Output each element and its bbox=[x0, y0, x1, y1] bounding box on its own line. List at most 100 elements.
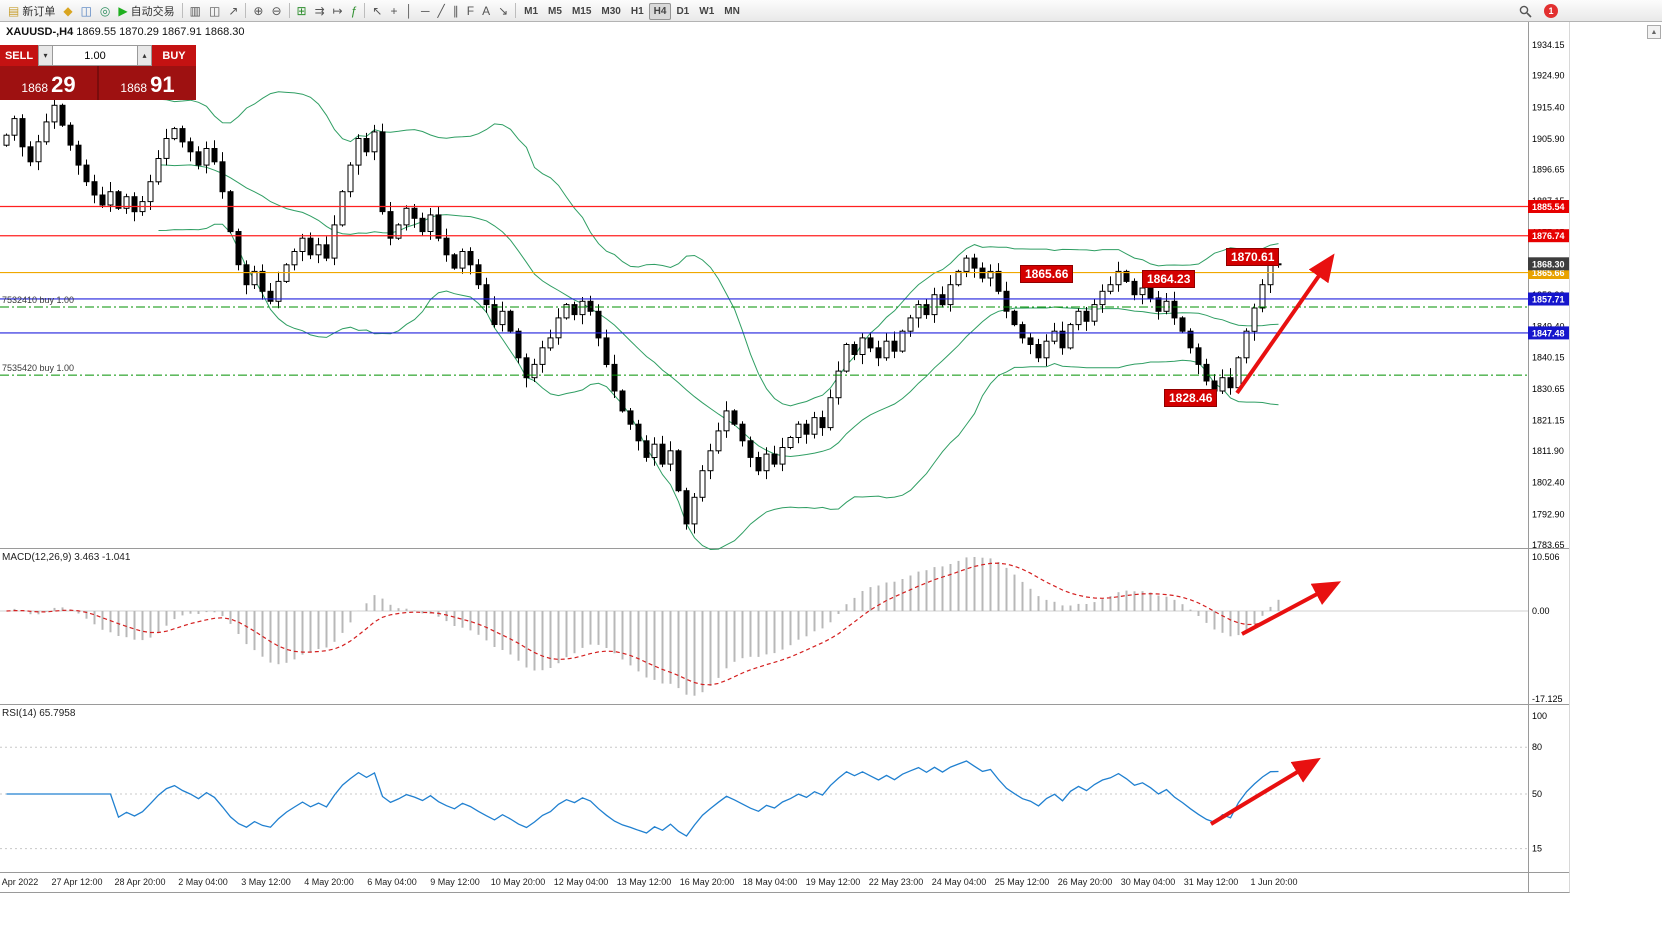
data-window-icon[interactable]: ◫ bbox=[77, 2, 96, 20]
arrows-icon[interactable]: ↘ bbox=[494, 2, 512, 20]
auto-scroll-icon: ⇉ bbox=[314, 3, 325, 18]
one-click-trading-panel: SELL ▾ 1.00 ▴ BUY 1868 29 1868 91 bbox=[0, 45, 196, 100]
chart-symbol-timeframe: XAUUSD-,H4 bbox=[6, 26, 74, 38]
line-chart-icon[interactable]: ↗ bbox=[224, 2, 242, 20]
timeframe-h1-button[interactable]: H1 bbox=[630, 5, 644, 17]
sell-price-pips: 29 bbox=[51, 72, 76, 97]
text-icon: A bbox=[482, 3, 491, 18]
rsi-indicator-label: RSI(14) 65.7958 bbox=[2, 708, 76, 719]
text-icon[interactable]: A bbox=[478, 2, 494, 20]
main-toolbar: ▤ 新订单 ◆ ◫ ◎ ▶ 自动交易 ▥ ◫ ↗ ⊕ ⊖ ⊞ ⇉ ↦ ƒ ↖ + │ ─ ╱ ∥ F A ↘ M1 M5 M15 M30… bbox=[0, 0, 1662, 22]
candlestick-chart-icon: ◫ bbox=[208, 3, 221, 18]
autotrading-button-label: 自动交易 bbox=[130, 5, 175, 18]
price-label-annotation[interactable]: 1828.46 bbox=[1164, 389, 1218, 407]
toolbar-separator bbox=[181, 3, 183, 18]
zoom-in-icon[interactable]: ⊕ bbox=[249, 2, 267, 20]
new-order-icon: ▤ bbox=[8, 3, 20, 18]
timeframe-group: M1 M5 M15 M30 H1 H4 D1 W1 MN bbox=[519, 2, 745, 20]
tile-windows-icon[interactable]: ⊞ bbox=[293, 2, 311, 20]
market-watch-icon: ◆ bbox=[63, 3, 73, 18]
timeframe-h4-button[interactable]: H4 bbox=[648, 2, 672, 20]
notification-badge[interactable]: 1 bbox=[1544, 4, 1558, 18]
trendline-icon: ╱ bbox=[437, 3, 445, 18]
cursor-icon[interactable]: ↖ bbox=[368, 2, 386, 20]
auto-scroll-icon[interactable]: ⇉ bbox=[311, 2, 329, 20]
market-watch-icon[interactable]: ◆ bbox=[59, 2, 76, 20]
arrows-icon: ↘ bbox=[498, 3, 509, 18]
crosshair-icon[interactable]: + bbox=[386, 2, 401, 20]
channel-icon[interactable]: ∥ bbox=[449, 2, 463, 20]
fibonacci-icon: F bbox=[466, 3, 475, 18]
new-order-button[interactable]: ▤ 新订单 bbox=[4, 2, 59, 20]
search-button[interactable] bbox=[1515, 2, 1536, 20]
buy-price-pips: 91 bbox=[150, 72, 175, 97]
buy-button[interactable]: BUY bbox=[152, 45, 196, 66]
new-order-button-label: 新订单 bbox=[22, 5, 56, 18]
bar-chart-icon: ▥ bbox=[189, 3, 201, 18]
toolbar-separator bbox=[364, 3, 366, 18]
trade-controls-row: SELL ▾ 1.00 ▴ BUY bbox=[0, 45, 196, 66]
horizontal-line-icon[interactable]: ─ bbox=[417, 2, 434, 20]
toolbar-separator bbox=[288, 3, 290, 18]
position-line-label: 7535420 buy 1.00 bbox=[2, 363, 75, 373]
buy-price-big-figure: 1868 bbox=[120, 81, 148, 95]
channel-icon: ∥ bbox=[452, 3, 459, 18]
zoom-in-icon: ⊕ bbox=[253, 3, 264, 18]
volume-increase-button[interactable]: ▴ bbox=[137, 45, 152, 66]
sell-button[interactable]: SELL bbox=[0, 45, 38, 66]
vertical-line-icon: │ bbox=[405, 3, 413, 18]
timeframe-w1-button[interactable]: W1 bbox=[699, 5, 715, 17]
volume-input[interactable]: 1.00 bbox=[53, 45, 137, 66]
indicators-icon: ƒ bbox=[350, 3, 358, 18]
candlestick-chart-icon[interactable]: ◫ bbox=[205, 2, 224, 20]
time-scale[interactable] bbox=[0, 873, 1528, 893]
timeframe-m30-button[interactable]: M30 bbox=[601, 5, 621, 17]
bar-chart-icon[interactable]: ▥ bbox=[186, 2, 205, 20]
buy-price-display[interactable]: 1868 91 bbox=[97, 66, 196, 100]
scrollbar-up-button[interactable]: ▲ bbox=[1647, 25, 1661, 39]
trendline-icon[interactable]: ╱ bbox=[433, 2, 448, 20]
chart-title: XAUUSD-,H4 1869.55 1870.29 1867.91 1868.… bbox=[6, 26, 245, 38]
crosshair-icon: + bbox=[390, 3, 398, 18]
autotrading-icon: ▶ bbox=[118, 3, 128, 18]
zoom-out-icon[interactable]: ⊖ bbox=[267, 2, 285, 20]
chart-ohlc-values: 1869.55 1870.29 1867.91 1868.30 bbox=[76, 26, 245, 38]
trade-prices-row: 1868 29 1868 91 bbox=[0, 66, 196, 100]
timeframe-m5-button[interactable]: M5 bbox=[548, 5, 562, 17]
line-chart-icon: ↗ bbox=[228, 3, 239, 18]
toolbar-right-group: 1 bbox=[1515, 0, 1558, 22]
timeframe-d1-button[interactable]: D1 bbox=[676, 5, 690, 17]
timeframe-m1-button[interactable]: M1 bbox=[524, 5, 539, 17]
timeframe-mn-button[interactable]: MN bbox=[724, 5, 740, 17]
fibonacci-icon[interactable]: F bbox=[463, 2, 478, 20]
horizontal-line-icon: ─ bbox=[420, 3, 430, 18]
price-scale[interactable] bbox=[1529, 22, 1570, 872]
zoom-out-icon: ⊖ bbox=[271, 3, 282, 18]
timeframe-m15-button[interactable]: M15 bbox=[571, 5, 592, 17]
navigator-icon: ◎ bbox=[99, 3, 111, 18]
cursor-icon: ↖ bbox=[372, 3, 383, 18]
macd-indicator-label: MACD(12,26,9) 3.463 -1.041 bbox=[2, 552, 131, 563]
toolbar-separator bbox=[245, 3, 247, 18]
price-label-annotation[interactable]: 1864.23 bbox=[1142, 270, 1196, 288]
indicators-icon[interactable]: ƒ bbox=[347, 2, 362, 20]
data-window-icon: ◫ bbox=[80, 3, 92, 18]
chart-shift-icon[interactable]: ↦ bbox=[329, 2, 347, 20]
position-line-label: 7532410 buy 1.00 bbox=[2, 295, 75, 305]
volume-decrease-button[interactable]: ▾ bbox=[38, 45, 53, 66]
tile-windows-icon: ⊞ bbox=[296, 3, 307, 18]
sell-price-big-figure: 1868 bbox=[21, 81, 49, 95]
vertical-line-icon[interactable]: │ bbox=[401, 2, 417, 20]
autotrading-button[interactable]: ▶ 自动交易 bbox=[114, 2, 178, 20]
sell-price-display[interactable]: 1868 29 bbox=[0, 66, 97, 100]
navigator-icon[interactable]: ◎ bbox=[96, 2, 114, 20]
toolbar-separator bbox=[515, 3, 517, 18]
search-icon bbox=[1519, 5, 1532, 18]
price-label-annotation[interactable]: 1865.66 bbox=[1020, 265, 1074, 283]
price-label-annotation[interactable]: 1870.61 bbox=[1226, 248, 1280, 266]
chart-shift-icon: ↦ bbox=[332, 3, 343, 18]
